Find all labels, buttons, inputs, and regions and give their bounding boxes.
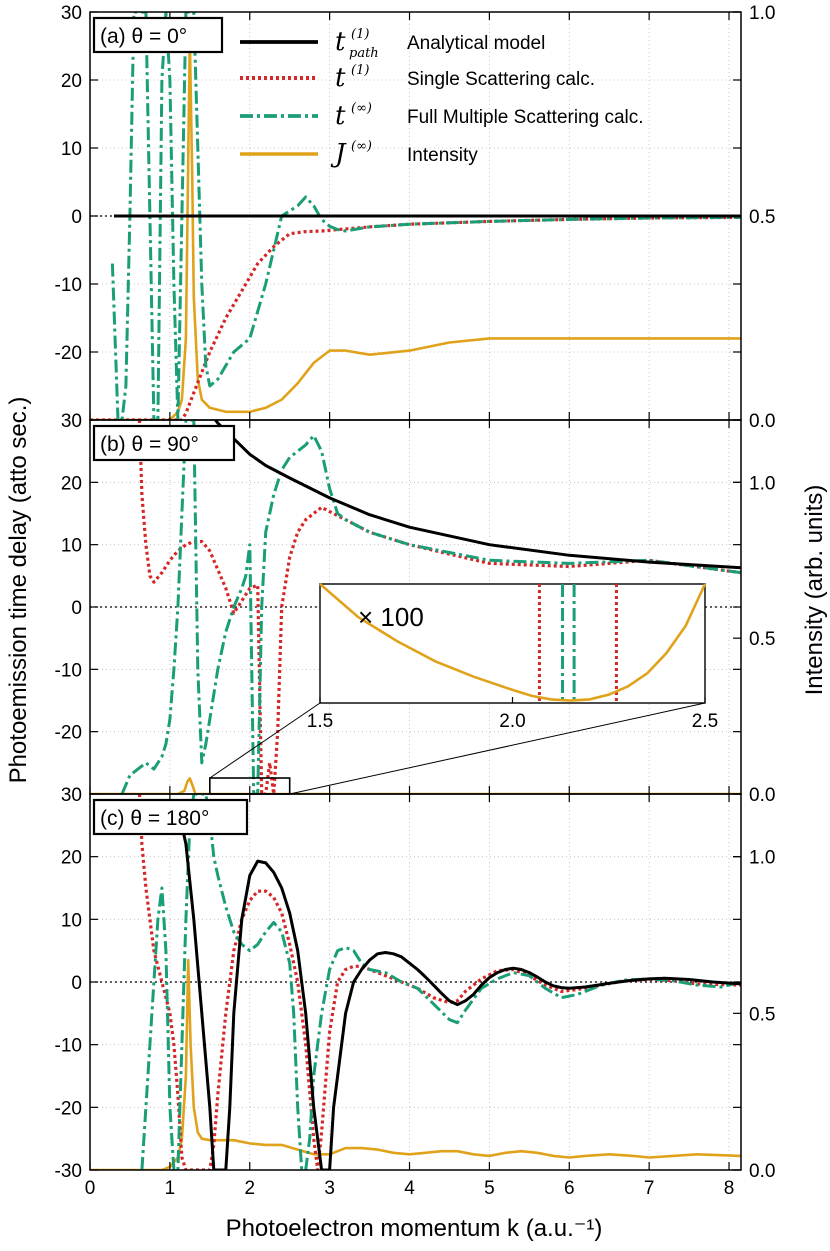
series-line-full (140, 794, 741, 1170)
y-tick-label: 10 (61, 139, 82, 160)
panel-a: 30 20 10 0 -10 -20 1.0 0.5 0.0 (a) θ = 0° (55, 3, 776, 432)
x-tick-label: 8 (724, 1178, 735, 1199)
legend-label: Full Multiple Scattering calc. (407, 107, 644, 128)
legend-item-intensity: J (∞) Intensity (240, 139, 478, 169)
series-group (90, 12, 741, 420)
legend-item-single: t (1) Single Scattering calc. (240, 63, 595, 93)
y-tick-label: 30 (61, 411, 82, 432)
y-axis-label-left: Photoemission time delay (atto sec.) (5, 397, 32, 784)
legend-superscript: (1) (351, 27, 369, 42)
y-tick-label: 0 (71, 598, 82, 619)
y-tick-label: -20 (55, 343, 82, 364)
panel-c: 30 20 10 0 -10 -20 -30 1.0 0.5 0.0 0 1 2 3 4 5 6 7 8 (c) θ … (55, 785, 776, 1199)
series-line-full (120, 420, 741, 794)
y-tick-label: 20 (61, 848, 82, 869)
x-tick-label: 2 (244, 1178, 255, 1199)
y-tick-label: -20 (55, 1098, 82, 1119)
panel-label-text: (c) θ = 180° (100, 807, 209, 830)
x-tick-label: 0 (85, 1178, 96, 1199)
series-line-single (137, 794, 741, 1170)
y2-tick-label: 0.0 (749, 1161, 775, 1182)
inset-x-tick-label: 2.0 (499, 711, 525, 732)
y2-tick-label: 0.5 (749, 1004, 775, 1025)
legend-subscript: path (349, 46, 379, 61)
y-tick-label: -20 (55, 723, 82, 744)
y2-tick-label: 0.0 (749, 411, 775, 432)
y2-tick-label: 0.0 (749, 785, 775, 806)
y-tick-label: 20 (61, 71, 82, 92)
zoom-connector (289, 702, 706, 795)
panel-label: (b) θ = 90° (92, 424, 236, 462)
panel-b: 30 20 10 0 -10 -20 1.0 0.5 0.0 (b) θ = 90° 1.5 2.0 2… (55, 411, 776, 806)
series-group (90, 794, 741, 1170)
inset-x-tick-label: 2.5 (692, 711, 718, 732)
y-tick-label: 10 (61, 536, 82, 557)
legend-superscript: (∞) (351, 139, 372, 154)
panel-label: (c) θ = 180° (92, 798, 249, 836)
inset-intensity-line (319, 583, 707, 702)
series-line-intensity (90, 35, 741, 420)
legend: t (1) path Analytical model t (1) Single Scatt… (240, 27, 644, 169)
y2-tick-label: 0.5 (749, 629, 775, 650)
y-tick-label: -10 (55, 275, 82, 296)
x-tick-label: 5 (484, 1178, 495, 1199)
x-tick-label: 7 (644, 1178, 655, 1199)
series-line-intensity (90, 958, 741, 1170)
legend-symbol: t (335, 63, 346, 93)
legend-item-analytical: t (1) path Analytical model (240, 27, 545, 61)
y-tick-label: 20 (61, 473, 82, 494)
legend-label: Analytical model (407, 33, 545, 54)
y-tick-label: 0 (71, 973, 82, 994)
y-tick-label: 30 (61, 785, 82, 806)
panel-label-text: (a) θ = 0° (100, 25, 187, 48)
y2-tick-label: 1.0 (749, 3, 775, 24)
inset-frame (319, 583, 706, 704)
panel-label-box (92, 424, 236, 462)
inset: 1.5 2.0 2.5 × 100 (209, 583, 718, 795)
y-tick-label: -10 (55, 660, 82, 681)
y-tick-label: 10 (61, 910, 82, 931)
series-line-full (110, 12, 741, 420)
y2-tick-label: 1.0 (749, 473, 775, 494)
x-tick-label: 3 (324, 1178, 335, 1199)
series-line-intensity (90, 777, 741, 794)
y-tick-label: -30 (55, 1161, 82, 1182)
y-axis-label-right: Intensity (arb. units) (801, 485, 828, 696)
x-axis-label: Photoelectron momentum k (a.u.⁻¹) (226, 1215, 603, 1242)
series-line-analytical (180, 824, 741, 1170)
x-tick-label: 1 (165, 1178, 176, 1199)
inset-x-tick-label: 1.5 (307, 711, 333, 732)
panel-label-box (92, 798, 249, 836)
y-tick-label: 30 (61, 3, 82, 24)
legend-superscript: (∞) (351, 101, 372, 116)
legend-item-full: t (∞) Full Multiple Scattering calc. (240, 101, 644, 131)
inset-scale-label: × 100 (358, 602, 424, 632)
panel-label: (a) θ = 0° (92, 16, 224, 54)
zoom-connector (209, 702, 321, 779)
panel-label-box (92, 16, 224, 54)
y2-tick-label: 1.0 (749, 848, 775, 869)
x-tick-label: 4 (404, 1178, 415, 1199)
y2-tick-label: 0.5 (749, 207, 775, 228)
legend-label: Intensity (407, 145, 478, 166)
legend-symbol: t (335, 101, 346, 131)
legend-symbol: J (330, 139, 347, 169)
y-tick-label: 0 (71, 207, 82, 228)
series-line-analytical (213, 420, 741, 570)
y-tick-label: -10 (55, 1036, 82, 1057)
panel-label-text: (b) θ = 90° (100, 433, 199, 456)
legend-label: Single Scattering calc. (407, 69, 595, 90)
legend-superscript: (1) (351, 63, 369, 78)
x-tick-label: 6 (564, 1178, 575, 1199)
legend-symbol: t (335, 27, 346, 57)
